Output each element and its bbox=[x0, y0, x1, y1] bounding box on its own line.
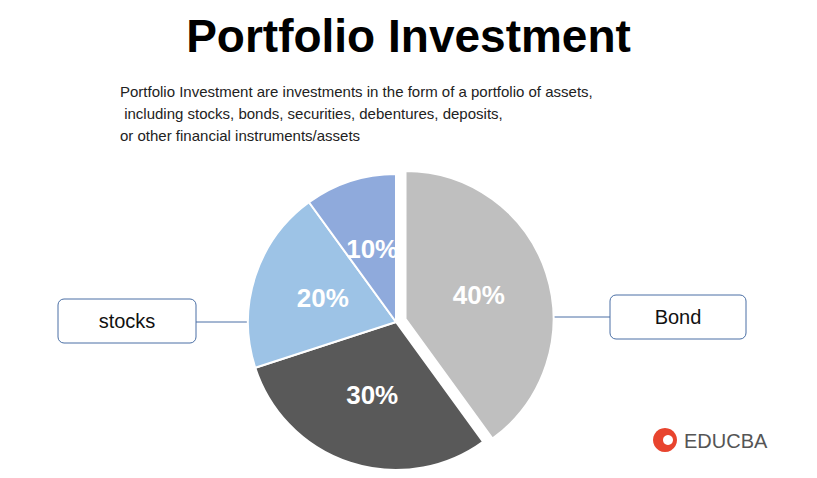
svg-text:Portfolio Investment: Portfolio Investment bbox=[186, 10, 631, 62]
svg-text:including stocks, bonds, secur: including stocks, bonds, securities, deb… bbox=[120, 105, 503, 122]
svg-text:40%: 40% bbox=[453, 280, 505, 310]
svg-text:10%: 10% bbox=[346, 234, 398, 264]
svg-text:Portfolio Investment are inves: Portfolio Investment are investments in … bbox=[120, 83, 593, 100]
svg-text:Bond: Bond bbox=[655, 306, 702, 328]
svg-text:30%: 30% bbox=[346, 380, 398, 410]
svg-text:stocks: stocks bbox=[99, 310, 156, 332]
svg-text:20%: 20% bbox=[297, 283, 349, 313]
svg-text:EDUCBA: EDUCBA bbox=[684, 430, 768, 452]
svg-text:or other financial instruments: or other financial instruments/assets bbox=[120, 127, 360, 144]
